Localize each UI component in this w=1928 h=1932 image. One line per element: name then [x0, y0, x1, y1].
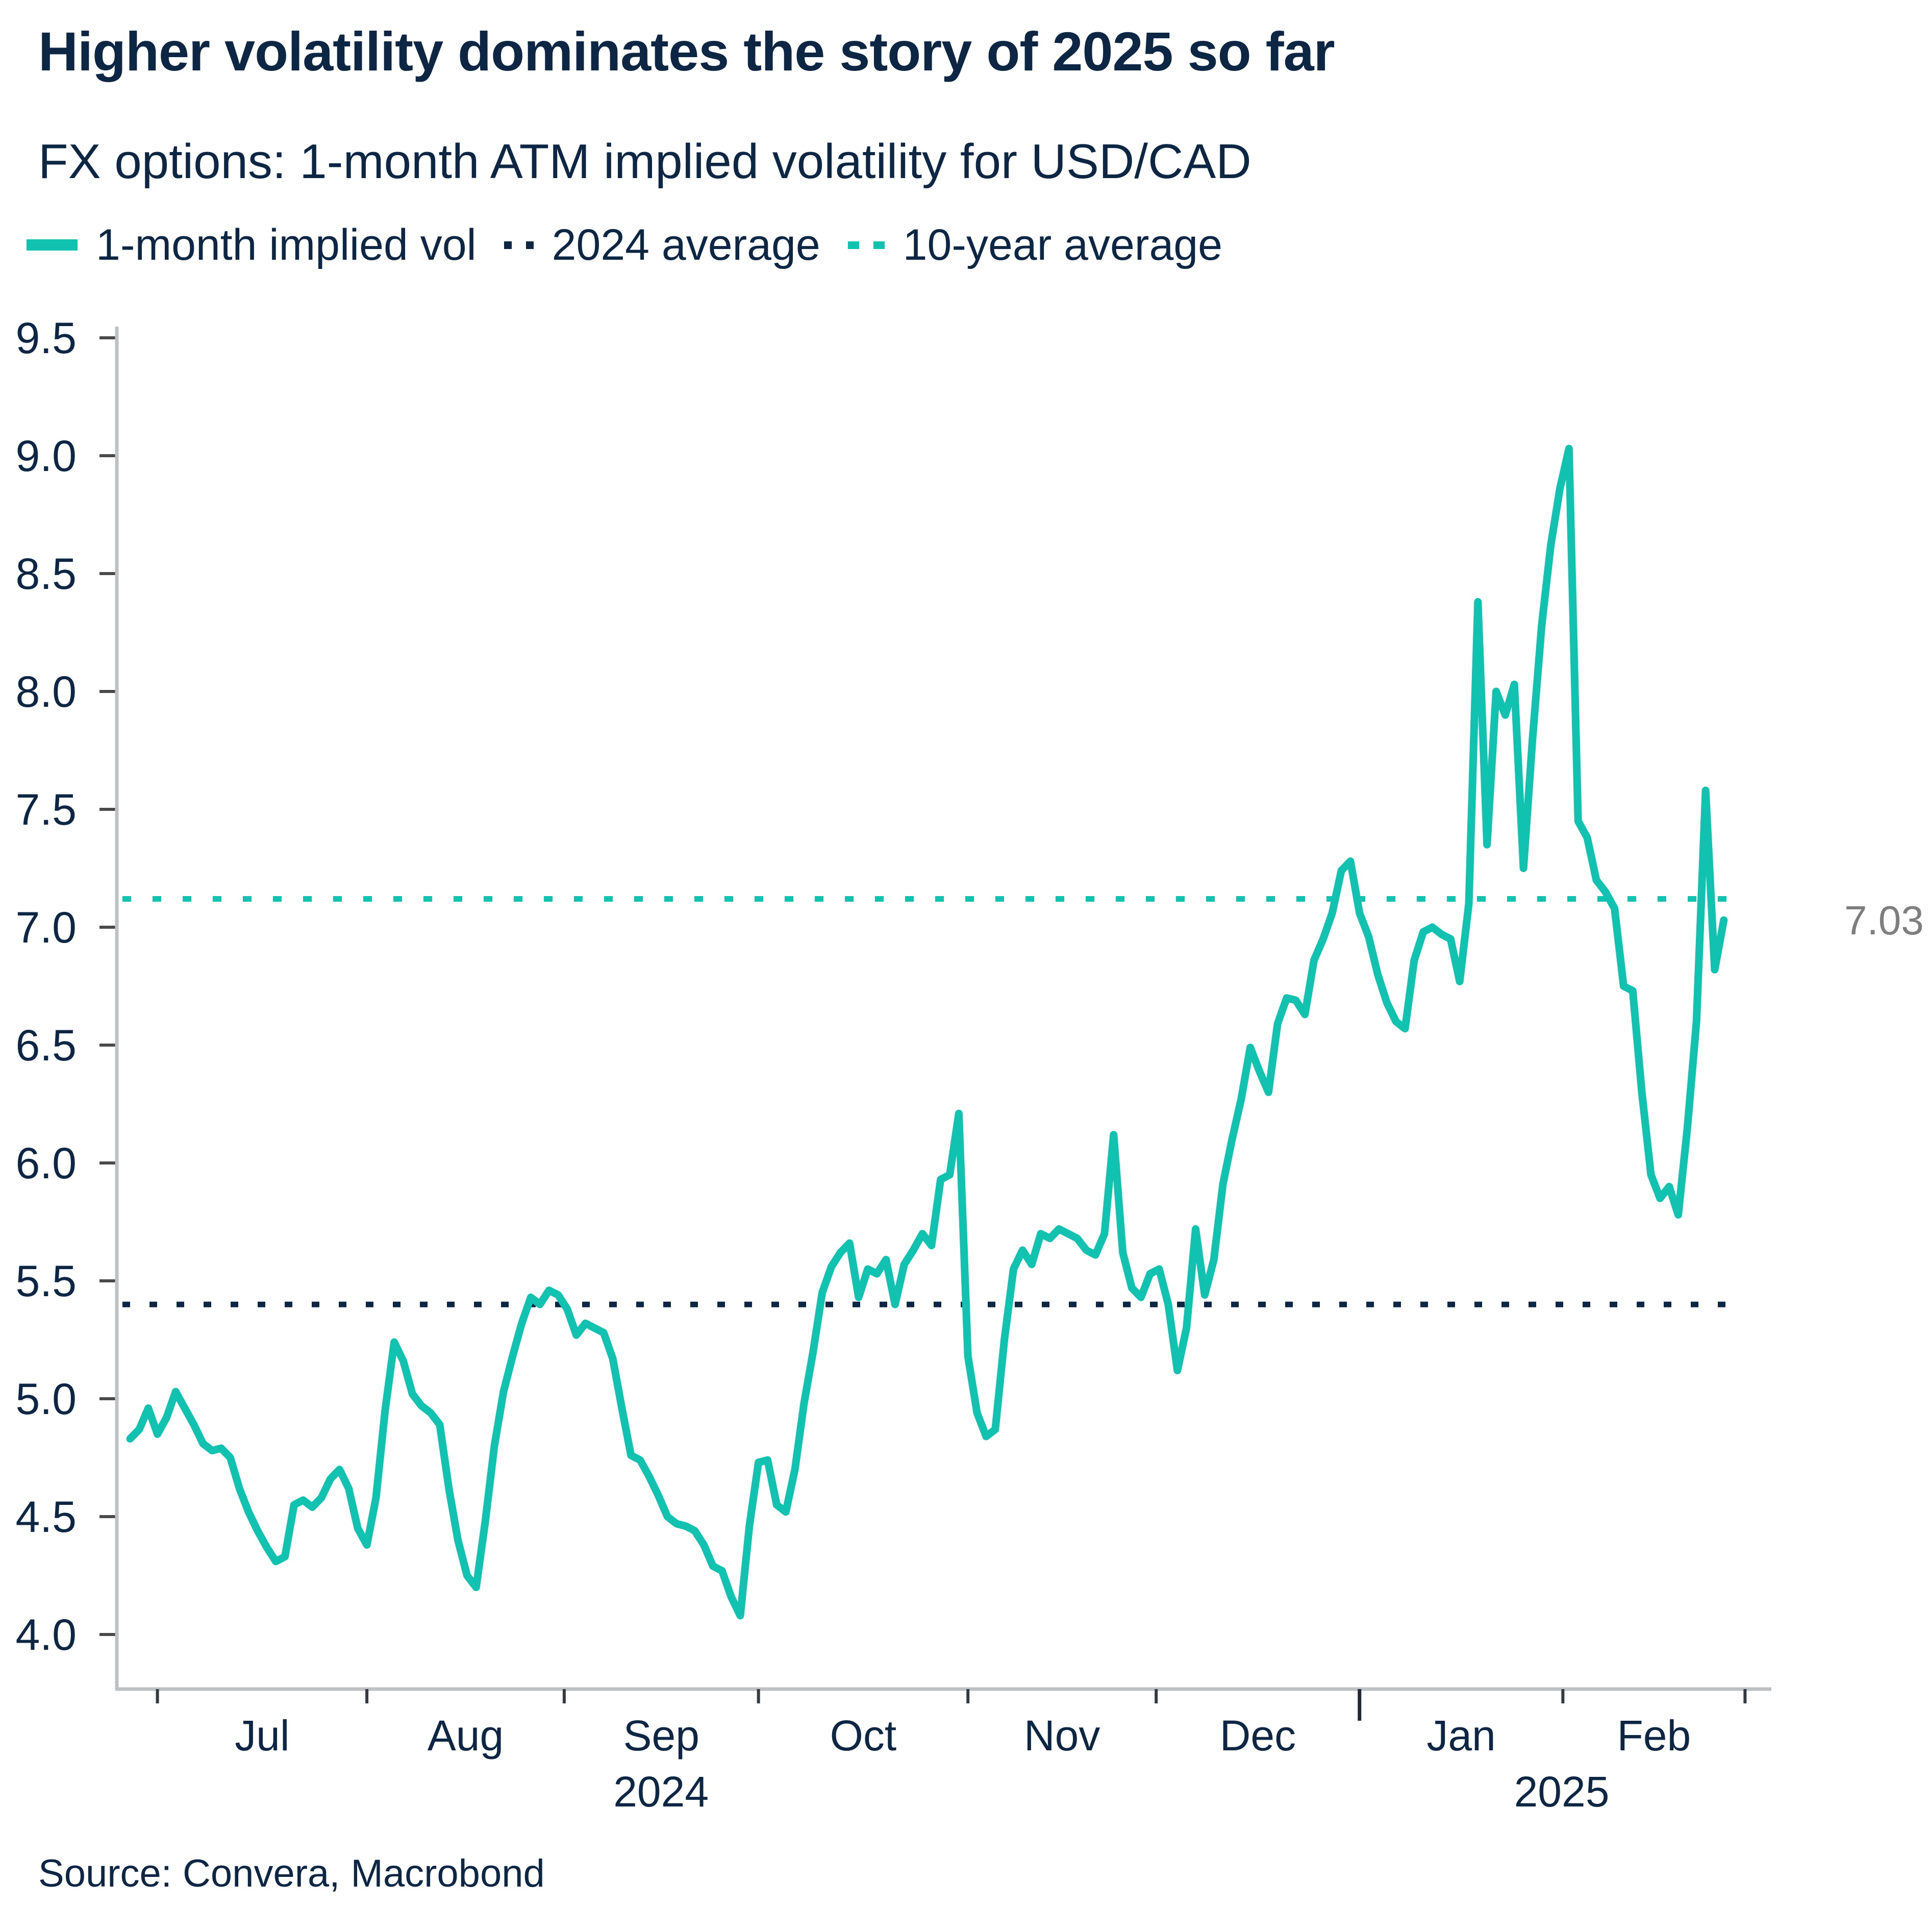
legend-label-10-year-average: 10-year average [903, 220, 1222, 269]
y-axis-tick-label: 5.0 [15, 1375, 77, 1424]
x-axis-month-label: Feb [1617, 1712, 1691, 1760]
y-axis-tick-label: 6.0 [15, 1139, 77, 1188]
x-axis-year-label: 2025 [1514, 1768, 1610, 1816]
solid-line-swatch-icon [27, 239, 78, 251]
y-axis-tick-label: 9.0 [15, 432, 77, 481]
chart-subtitle: FX options: 1-month ATM implied volatili… [38, 134, 1251, 189]
y-axis-tick-label: 4.5 [15, 1493, 77, 1542]
x-axis-month-label: Jul [235, 1712, 289, 1760]
y-axis-tick-label: 4.0 [15, 1611, 77, 1659]
y-axis-tick-label: 6.5 [15, 1021, 77, 1070]
y-axis-tick-label: 8.5 [15, 550, 77, 599]
y-axis-tick-label: 7.5 [15, 785, 77, 834]
source-note: Source: Convera, Macrobond [38, 1852, 545, 1895]
x-axis-month-label: Sep [623, 1712, 699, 1760]
legend-item-10-year-average: 10-year average [847, 220, 1222, 270]
x-axis-month-label: Aug [428, 1712, 504, 1760]
x-axis-month-label: Dec [1220, 1712, 1296, 1760]
x-axis-month-label: Nov [1024, 1712, 1100, 1760]
legend-label-implied-vol: 1-month implied vol [96, 220, 477, 269]
legend-item-implied-vol: 1-month implied vol [27, 220, 477, 270]
page-title: Higher volatility dominates the story of… [38, 20, 1335, 82]
x-axis-year-label: 2024 [613, 1768, 709, 1816]
last-value-label: 7.03 [1844, 898, 1924, 943]
legend-label-2024-average: 2024 average [552, 220, 820, 269]
y-axis-tick-label: 7.0 [15, 903, 77, 952]
y-axis-tick-label: 8.0 [15, 667, 77, 716]
x-axis-month-label: Oct [830, 1712, 897, 1760]
legend-item-2024-average: 2024 average [504, 220, 820, 270]
x-axis-month-label: Jan [1426, 1712, 1495, 1760]
y-axis-tick-label: 9.5 [15, 314, 77, 363]
y-axis-tick-label: 5.5 [15, 1257, 77, 1306]
implied-vol-line [126, 444, 1728, 1620]
dotted-teal-swatch-icon [847, 241, 885, 249]
legend: 1-month implied vol 2024 average 10-year… [27, 217, 1222, 273]
dotted-dark-swatch-icon [504, 241, 534, 249]
